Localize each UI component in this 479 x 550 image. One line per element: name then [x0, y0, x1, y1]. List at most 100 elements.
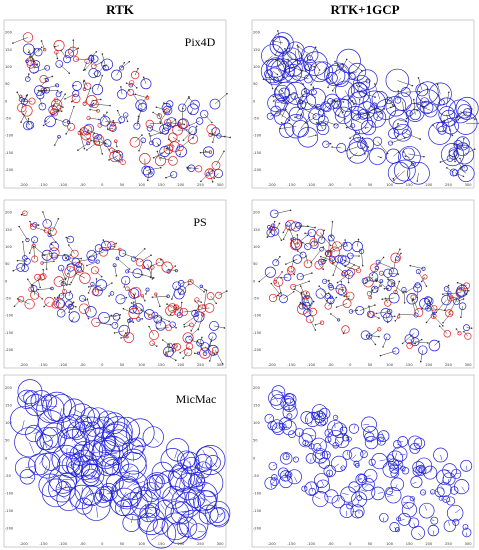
point-marker: [443, 286, 450, 292]
displacement-arrow: [285, 453, 288, 459]
arrow-head: [332, 261, 334, 264]
point-marker: [332, 414, 339, 421]
point-marker: [91, 437, 121, 467]
displacement-arrow: [147, 171, 150, 181]
arrow-head: [82, 80, 85, 83]
x-tick-label: 50: [120, 363, 125, 367]
point-marker: [438, 99, 445, 106]
arrow-head: [266, 236, 269, 238]
arrow-head: [68, 72, 71, 75]
point-marker: [94, 139, 100, 146]
displacement-arrow: [70, 462, 78, 465]
displacement-arrow: [210, 295, 217, 304]
point-marker: [346, 502, 353, 510]
arrow-head: [143, 248, 146, 250]
arrow-head: [356, 84, 358, 87]
arrow-head: [42, 254, 44, 256]
displacement-arrow: [323, 246, 329, 254]
displacement-arrow: [272, 295, 278, 299]
x-tick-label: -50: [328, 363, 335, 367]
arrow-head: [27, 51, 30, 54]
arrow-head: [459, 157, 461, 160]
point-marker: [166, 117, 177, 128]
y-tick-label: 200: [5, 386, 13, 390]
displacement-arrow: [338, 59, 347, 74]
displacement-arrow: [114, 330, 125, 334]
y-tick-label: -50: [253, 474, 260, 478]
point-marker: [266, 112, 274, 120]
displacement-arrow: [300, 272, 312, 277]
point-marker: [19, 469, 36, 485]
point-marker: [64, 49, 74, 59]
arrow-head: [125, 296, 128, 299]
point-marker: [205, 172, 211, 177]
point-marker: [95, 259, 100, 264]
x-tick-label: 100: [138, 183, 146, 187]
displacement-arrow: [328, 297, 337, 307]
arrow-head: [108, 159, 110, 161]
arrow-head: [318, 285, 320, 287]
displacement-arrow: [300, 96, 304, 102]
displacement-arrow: [56, 52, 58, 59]
arrow-head: [132, 321, 135, 324]
point-marker: [24, 76, 31, 82]
point-marker: [332, 442, 339, 449]
point-marker: [355, 473, 368, 486]
point-marker: [143, 259, 153, 269]
point-marker: [441, 143, 465, 167]
displacement-arrow: [317, 486, 324, 489]
arrow-head: [52, 105, 55, 108]
arrow-head: [186, 168, 189, 170]
displacement-arrow: [278, 281, 281, 293]
arrow-head: [90, 61, 93, 64]
displacement-arrow: [196, 299, 202, 303]
arrow-head: [302, 95, 304, 98]
displacement-arrow: [160, 503, 165, 510]
arrow-head: [70, 254, 72, 256]
point-marker: [172, 281, 182, 291]
arrow-head: [374, 96, 376, 98]
displacement-arrow: [328, 280, 331, 286]
arrow-head: [348, 72, 351, 75]
displacement-arrow: [194, 306, 199, 314]
arrow-head: [301, 69, 304, 72]
arrow-head: [84, 68, 86, 71]
x-tick-label: 150: [158, 183, 166, 187]
y-tick-label: -50: [253, 296, 260, 300]
arrow-head: [378, 335, 380, 338]
displacement-arrow: [52, 218, 59, 232]
arrow-head: [310, 83, 312, 86]
arrow-head: [345, 149, 347, 152]
displacement-arrow: [73, 409, 82, 414]
displacement-arrow: [44, 85, 58, 89]
arrow-head: [315, 134, 317, 137]
point-marker: [162, 105, 173, 116]
arrow-head: [71, 320, 73, 322]
arrow-head: [438, 325, 441, 327]
arrow-head: [335, 296, 338, 299]
arrow-head: [137, 120, 140, 123]
displacement-arrow: [361, 144, 366, 154]
arrow-head: [404, 155, 407, 157]
point-marker: [372, 136, 383, 146]
displacement-arrow: [398, 517, 401, 520]
displacement-arrow: [135, 94, 148, 99]
displacement-arrow: [372, 115, 379, 128]
displacement-arrow: [27, 74, 30, 80]
point-marker: [418, 345, 428, 355]
point-marker: [138, 512, 158, 532]
displacement-arrow: [83, 308, 89, 319]
arrow-head: [63, 253, 66, 256]
displacement-arrow: [304, 442, 306, 445]
displacement-arrow: [300, 302, 314, 313]
displacement-arrow: [343, 264, 355, 275]
arrow-head: [342, 289, 344, 291]
y-tick-label: -200: [5, 168, 14, 172]
arrow-head: [37, 89, 40, 92]
displacement-arrow: [215, 151, 225, 166]
point-marker: [401, 467, 410, 475]
arrow-head: [188, 95, 190, 98]
displacement-arrow: [134, 134, 143, 143]
point-marker: [16, 263, 25, 272]
displacement-arrow: [444, 297, 451, 311]
